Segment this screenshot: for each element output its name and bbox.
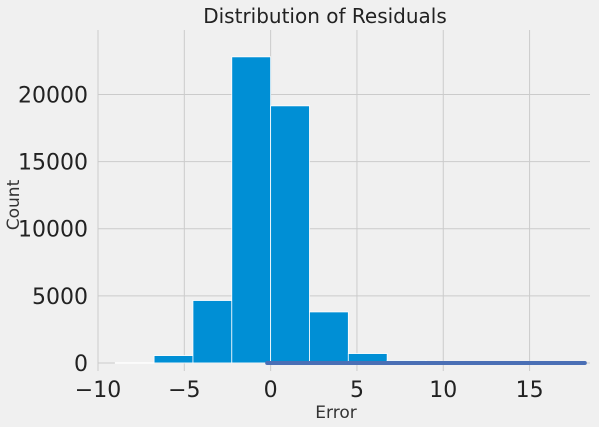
y-axis-ticks: 0 5000 10000 15000 20000 bbox=[18, 83, 88, 377]
histogram-bars bbox=[114, 56, 582, 364]
x-tick-label-5: 15 bbox=[516, 378, 544, 403]
x-axis-ticks: −10 −5 0 5 10 15 bbox=[75, 378, 544, 403]
y-tick-label-4: 20000 bbox=[18, 83, 88, 108]
histogram-bar-4 bbox=[270, 105, 310, 364]
x-tick-label-2: 0 bbox=[264, 378, 278, 403]
x-tick-label-4: 10 bbox=[429, 378, 457, 403]
chart-title: Distribution of Residuals bbox=[203, 4, 447, 28]
y-tick-label-3: 15000 bbox=[18, 151, 88, 176]
histogram-bar-0 bbox=[114, 362, 155, 364]
x-axis-label: Error bbox=[315, 403, 356, 423]
y-axis-label: Count bbox=[4, 179, 24, 230]
histogram-bar-1 bbox=[153, 355, 194, 364]
histogram-bar-3 bbox=[231, 56, 272, 364]
x-tick-label-0: −10 bbox=[75, 378, 121, 403]
x-tick-label-1: −5 bbox=[168, 378, 200, 403]
histogram-bar-2 bbox=[192, 300, 233, 364]
y-tick-label-2: 10000 bbox=[18, 218, 88, 243]
histogram-bar-5 bbox=[309, 311, 349, 364]
y-tick-label-1: 5000 bbox=[32, 285, 88, 310]
y-tick-label-0: 0 bbox=[74, 352, 88, 377]
x-tick-label-3: 5 bbox=[350, 378, 364, 403]
